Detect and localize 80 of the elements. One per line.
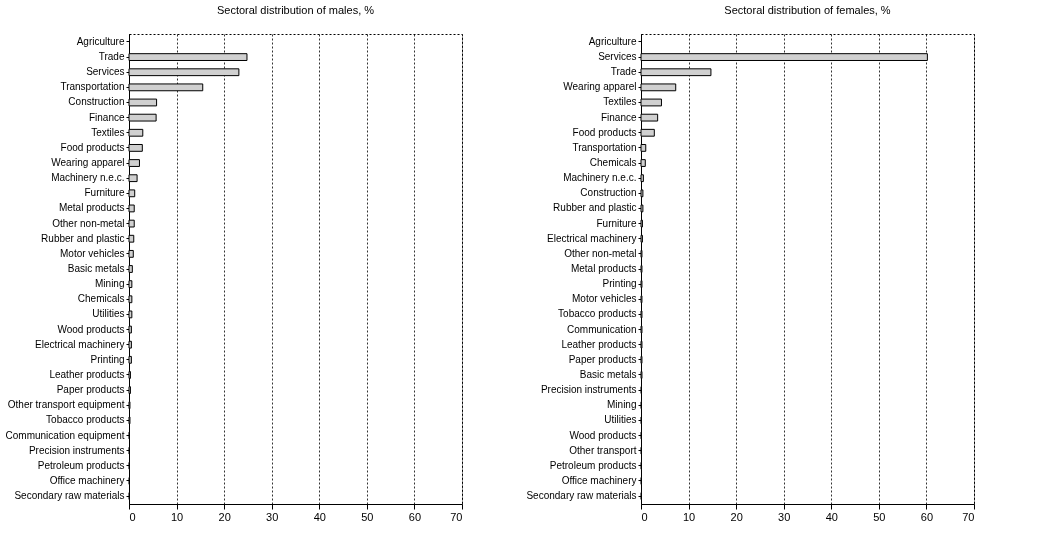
- x-tick-label: 40: [825, 510, 838, 523]
- y-tick-label: Chemicals: [77, 293, 125, 305]
- y-tick-label: Textiles: [603, 96, 637, 108]
- y-tick-label: Leather products: [561, 338, 637, 350]
- y-tick-label: Office machinery: [49, 474, 125, 486]
- y-tick-label: Tobacco products: [558, 308, 637, 320]
- y-tick-label: Food products: [60, 141, 125, 153]
- y-tick-label: Petroleum products: [549, 459, 637, 471]
- y-tick-label: Transportation: [60, 81, 125, 93]
- y-tick-label: Motor vehicles: [60, 247, 125, 259]
- y-tick-label: Secondary raw materials: [14, 490, 125, 502]
- y-tick-label: Basic metals: [579, 368, 637, 380]
- x-tick-label: 10: [682, 510, 696, 523]
- y-tick-label: Furniture: [84, 187, 125, 199]
- y-tick-label: Leather products: [49, 368, 125, 380]
- y-tick-label: Chemicals: [589, 157, 637, 169]
- x-tick-label: 40: [313, 510, 326, 523]
- y-tick-label: Petroleum products: [37, 459, 125, 471]
- y-tick-label: Communication equipment: [5, 429, 125, 441]
- y-tick-label: Construction: [580, 187, 637, 199]
- y-tick-label: Agriculture: [76, 35, 125, 47]
- y-tick-label: Other non-metal: [52, 217, 125, 229]
- y-tick-label: Paper products: [56, 384, 125, 396]
- y-tick-label: Printing: [602, 278, 637, 290]
- x-tick-label: 20: [730, 510, 743, 523]
- y-tick-label: Other transport equipment: [7, 399, 125, 411]
- y-tick-label: Electrical machinery: [35, 338, 125, 350]
- y-tick-label: Basic metals: [67, 263, 125, 274]
- x-tick-label: 50: [361, 510, 374, 523]
- y-tick-label: Tobacco products: [46, 414, 125, 426]
- y-tick-label: Office machinery: [561, 474, 637, 486]
- x-tick-label: 10: [170, 510, 184, 523]
- x-tick-label: 60: [920, 510, 934, 523]
- y-tick-label: Furniture: [596, 217, 637, 229]
- y-tick-label: Mining: [95, 278, 125, 290]
- y-tick-label: Utilities: [92, 308, 125, 320]
- x-tick-label: 30: [778, 510, 791, 523]
- y-tick-label: Agriculture: [588, 35, 637, 47]
- x-tick-label: 70: [962, 510, 975, 523]
- y-tick-label: Wood products: [569, 429, 637, 441]
- x-tick-label: 20: [218, 510, 231, 523]
- y-tick-label: Other non-metal: [564, 247, 637, 259]
- y-tick-label: Finance: [600, 111, 637, 123]
- y-tick-label: Motor vehicles: [572, 293, 637, 305]
- y-tick-label: Electrical machinery: [547, 232, 637, 244]
- y-tick-label: Finance: [88, 111, 125, 123]
- y-tick-label: Communication: [567, 323, 637, 335]
- y-tick-label: Machinery n.e.c.: [51, 172, 125, 184]
- y-tick-label: Mining: [607, 399, 637, 411]
- y-tick-label: Wearing apparel: [51, 157, 125, 169]
- y-tick-label: Trade: [610, 66, 637, 78]
- x-tick-label: 50: [873, 510, 886, 523]
- x-tick-label: 30: [266, 510, 279, 523]
- y-tick-label: Metal products: [58, 202, 125, 214]
- y-tick-label: Construction: [68, 96, 125, 108]
- y-tick-label: Utilities: [604, 414, 637, 426]
- y-tick-label: Secondary raw materials: [526, 490, 637, 502]
- x-tick-label: 60: [408, 510, 422, 523]
- y-tick-label: Food products: [572, 126, 637, 138]
- x-tick-label: 70: [450, 510, 463, 523]
- x-tick-label: 0: [129, 510, 136, 523]
- y-tick-label: Printing: [90, 353, 125, 365]
- x-tick-label: 0: [641, 510, 648, 523]
- chart-title: Sectoral distribution of males, %: [216, 4, 375, 16]
- y-tick-label: Precision instruments: [28, 444, 125, 456]
- y-tick-label: Services: [86, 66, 125, 78]
- y-tick-label: Rubber and plastic: [41, 232, 125, 244]
- y-tick-label: Wearing apparel: [563, 81, 637, 93]
- y-tick-label: Rubber and plastic: [553, 202, 637, 214]
- y-tick-label: Services: [598, 51, 637, 63]
- y-tick-label: Trade: [98, 51, 125, 63]
- y-tick-label: Machinery n.e.c.: [563, 172, 637, 184]
- y-tick-label: Transportation: [572, 141, 637, 153]
- y-tick-label: Precision instruments: [540, 384, 637, 396]
- y-tick-label: Textiles: [91, 126, 125, 138]
- y-tick-label: Paper products: [568, 353, 637, 365]
- y-tick-label: Metal products: [570, 263, 637, 274]
- y-tick-label: Wood products: [57, 323, 125, 335]
- chart-title: Sectoral distribution of females, %: [724, 4, 891, 16]
- y-tick-label: Other transport: [569, 444, 637, 456]
